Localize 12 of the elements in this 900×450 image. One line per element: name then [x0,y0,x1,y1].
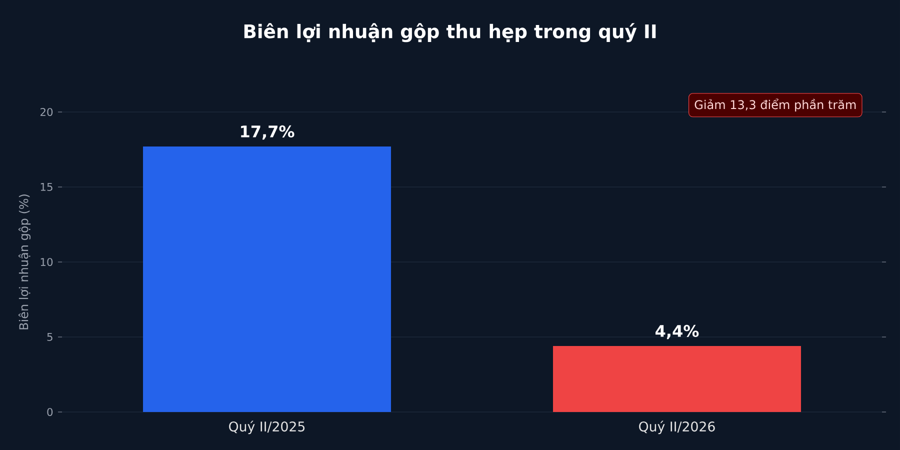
text: Giảm 13,3 điểm phần trăm [694,98,856,112]
data-label: 17,7% [241,125,294,140]
y-tick-label: 15 [40,183,52,191]
data-label: 4,4% [656,324,699,340]
y-tick-label: 0 [47,408,53,416]
y-axis-title: Biên lợi nhuận gộp (%) [18,194,31,330]
y-tick-label: 5 [47,333,52,341]
y-tick-label: 10 [40,258,53,266]
y-tick-label: 20 [40,108,53,116]
x-tick-label: Quý II/2025 [229,420,305,434]
chart-title: Biên lợi nhuận gộp thu hẹp trong quý II [244,23,656,42]
x-tick-label: Quý II/2026 [639,420,715,434]
